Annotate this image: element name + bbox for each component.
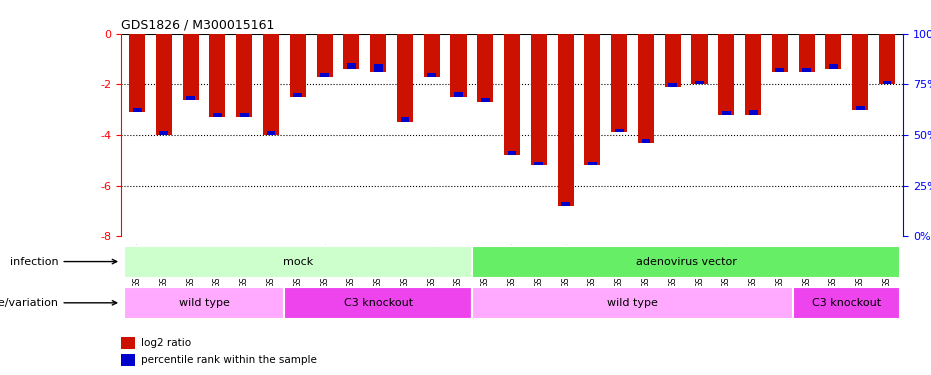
Bar <box>614 129 624 132</box>
Bar <box>472 246 900 278</box>
Bar <box>852 34 869 110</box>
Bar <box>749 110 758 115</box>
Bar <box>695 81 704 84</box>
Text: genotype/variation: genotype/variation <box>0 298 116 308</box>
Bar <box>182 34 198 100</box>
Bar <box>347 63 356 69</box>
Bar <box>427 73 436 77</box>
Bar <box>424 34 439 77</box>
Text: GDS1826 / M300015161: GDS1826 / M300015161 <box>121 18 275 31</box>
Bar <box>344 34 359 69</box>
Bar <box>213 114 222 117</box>
Bar <box>478 34 493 102</box>
Bar <box>826 34 842 69</box>
Bar <box>263 34 279 135</box>
Bar <box>665 34 681 87</box>
Bar <box>124 246 472 278</box>
Bar <box>504 34 520 155</box>
Bar <box>397 34 413 122</box>
Bar <box>451 34 466 97</box>
Bar <box>159 131 169 135</box>
Bar <box>745 34 762 115</box>
Bar <box>293 93 303 97</box>
Bar <box>480 98 490 102</box>
Text: C3 knockout: C3 knockout <box>812 298 882 308</box>
Bar <box>641 139 651 142</box>
Bar <box>121 337 135 349</box>
Bar <box>883 81 891 84</box>
Bar <box>373 64 383 72</box>
Bar <box>531 34 546 165</box>
Bar <box>558 34 573 206</box>
Bar <box>799 34 815 72</box>
Bar <box>793 287 900 319</box>
Bar <box>129 34 145 112</box>
Bar <box>124 287 284 319</box>
Bar <box>722 111 731 115</box>
Bar <box>585 34 600 165</box>
Bar <box>236 34 252 117</box>
Bar <box>879 34 895 84</box>
Text: wild type: wild type <box>607 298 658 308</box>
Bar <box>776 68 784 72</box>
Bar <box>240 114 249 117</box>
Bar <box>803 68 811 72</box>
Text: percentile rank within the sample: percentile rank within the sample <box>141 355 317 365</box>
Bar <box>209 34 225 117</box>
Bar <box>454 92 463 97</box>
Bar <box>371 34 386 72</box>
Bar <box>133 108 142 112</box>
Bar <box>121 354 135 366</box>
Bar <box>829 64 838 69</box>
Bar <box>668 83 677 87</box>
Text: infection: infection <box>10 256 116 267</box>
Bar <box>290 34 305 97</box>
Bar <box>284 287 472 319</box>
Bar <box>534 162 544 165</box>
Text: mock: mock <box>283 256 313 267</box>
Bar <box>266 131 276 135</box>
Bar <box>400 117 410 122</box>
Bar <box>186 96 196 100</box>
Bar <box>317 34 332 77</box>
Bar <box>611 34 627 132</box>
Bar <box>472 287 793 319</box>
Bar <box>692 34 708 84</box>
Text: log2 ratio: log2 ratio <box>141 338 191 348</box>
Bar <box>772 34 788 72</box>
Bar <box>320 73 329 77</box>
Text: adenovirus vector: adenovirus vector <box>636 256 736 267</box>
Bar <box>155 34 172 135</box>
Text: wild type: wild type <box>179 298 230 308</box>
Bar <box>507 152 517 155</box>
Bar <box>638 34 654 142</box>
Bar <box>719 34 735 115</box>
Bar <box>856 106 865 109</box>
Bar <box>588 162 597 165</box>
Text: C3 knockout: C3 knockout <box>344 298 412 308</box>
Bar <box>561 202 570 206</box>
